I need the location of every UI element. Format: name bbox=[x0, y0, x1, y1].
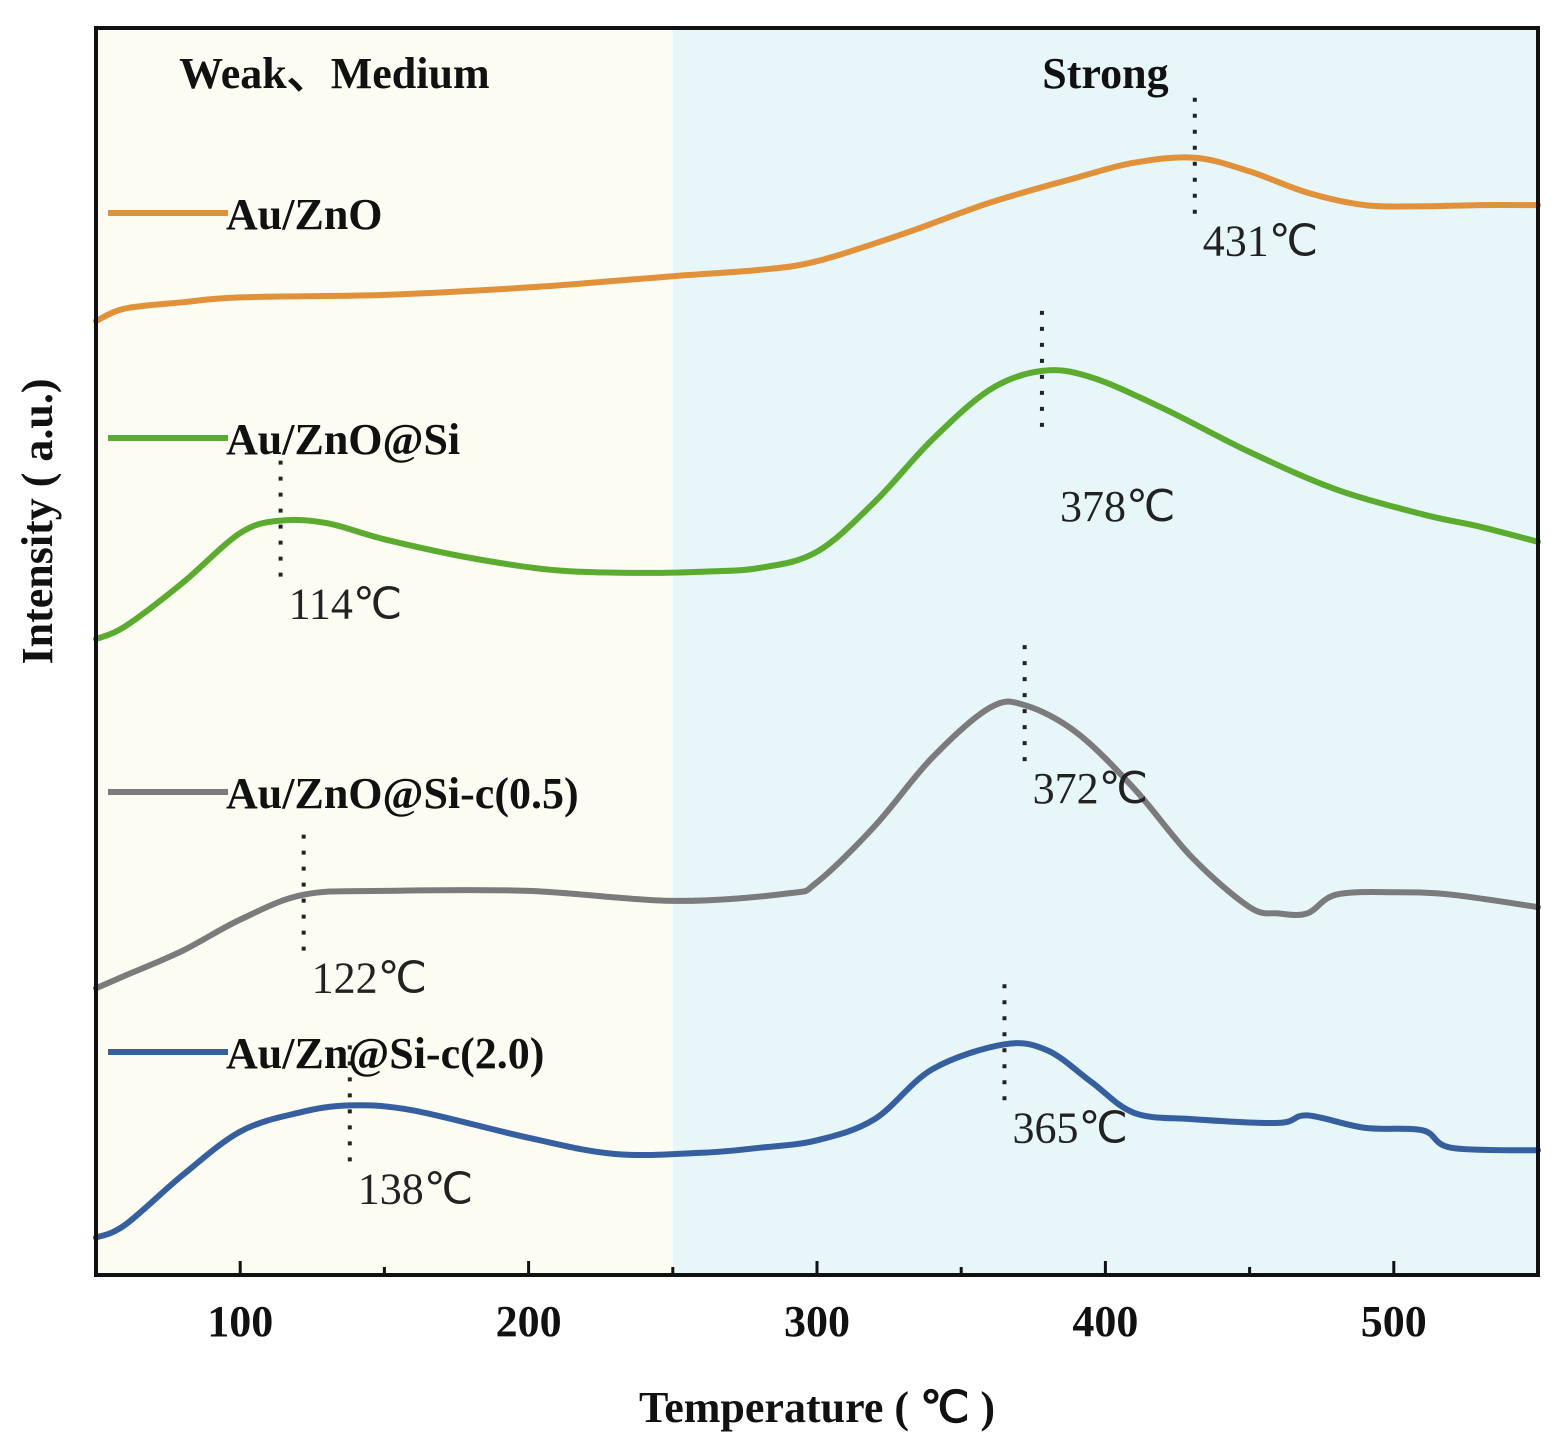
series-line-2 bbox=[93, 698, 1541, 992]
peak-label-1-1: 378℃ bbox=[1060, 482, 1175, 531]
peak-label-2-1: 372℃ bbox=[1033, 764, 1148, 813]
x-axis-ticks: 100 200 300 400 500 bbox=[207, 1261, 1427, 1346]
legend: Au/ZnO Au/ZnO@Si Au/ZnO@Si-c(0.5) Au/Zn@Si-… bbox=[108, 190, 579, 1078]
legend-label-0: Au/ZnO bbox=[226, 190, 383, 239]
legend-label-3: Au/Zn@Si-c(2.0) bbox=[226, 1029, 544, 1078]
peak-markers: 431℃ 114℃ 378℃ 122℃ 372℃ 138℃ 365℃ bbox=[278, 97, 1318, 1213]
y-axis-title: Intensity ( a.u.) bbox=[13, 378, 62, 664]
series-lines bbox=[93, 154, 1541, 1241]
x-tick-label: 300 bbox=[784, 1297, 850, 1346]
x-tick-label: 200 bbox=[496, 1297, 562, 1346]
region-label-1: Strong bbox=[1042, 49, 1168, 98]
background-regions bbox=[96, 28, 1538, 1275]
x-axis-title: Temperature ( ℃ ) bbox=[639, 1383, 995, 1432]
region-0 bbox=[96, 28, 673, 1275]
peak-label-0-0: 431℃ bbox=[1203, 217, 1318, 266]
peak-label-1-0: 114℃ bbox=[289, 580, 403, 629]
legend-label-1: Au/ZnO@Si bbox=[226, 415, 460, 464]
series-line-0 bbox=[93, 154, 1541, 324]
x-tick-label: 100 bbox=[207, 1297, 273, 1346]
region-1 bbox=[672, 28, 1538, 1275]
region-label-0: Weak、Medium bbox=[179, 49, 489, 98]
legend-label-2: Au/ZnO@Si-c(0.5) bbox=[226, 769, 579, 818]
series-line-1 bbox=[93, 367, 1541, 642]
x-tick-label: 400 bbox=[1072, 1297, 1138, 1346]
x-tick-label: 500 bbox=[1361, 1297, 1427, 1346]
region-labels: Weak、Medium Strong bbox=[179, 49, 1168, 98]
peak-label-3-0: 138℃ bbox=[358, 1164, 473, 1213]
peak-label-3-1: 365℃ bbox=[1012, 1103, 1127, 1152]
peak-label-2-0: 122℃ bbox=[312, 954, 427, 1003]
series-line-3 bbox=[93, 1040, 1541, 1241]
